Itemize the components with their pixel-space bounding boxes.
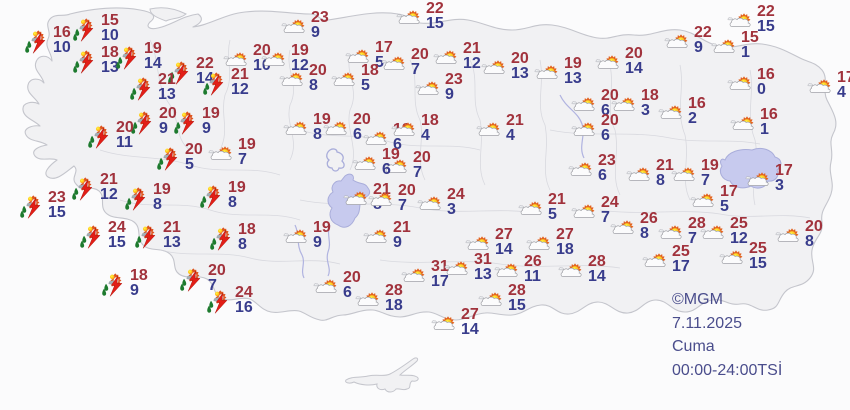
svg-text:14: 14 [588,268,606,285]
svg-text:15: 15 [108,234,126,251]
svg-text:13: 13 [511,65,529,82]
svg-text:6: 6 [598,167,607,184]
svg-text:7: 7 [398,197,407,214]
svg-text:12: 12 [291,57,309,74]
svg-text:12: 12 [231,81,249,98]
svg-text:10: 10 [101,27,119,44]
svg-text:12: 12 [100,186,118,203]
svg-text:7: 7 [413,164,422,181]
svg-text:11: 11 [116,134,133,151]
svg-text:11: 11 [524,268,541,285]
svg-text:7: 7 [601,209,610,226]
svg-text:10: 10 [53,39,71,56]
svg-text:15: 15 [48,204,66,221]
svg-text:17: 17 [431,273,449,290]
svg-text:8: 8 [238,236,247,253]
svg-text:15: 15 [508,297,526,314]
svg-text:1: 1 [760,121,769,138]
svg-text:8: 8 [656,172,665,189]
svg-text:9: 9 [130,282,139,299]
svg-text:5: 5 [548,206,557,223]
svg-text:1: 1 [741,44,750,61]
svg-text:12: 12 [730,230,748,247]
svg-text:13: 13 [564,70,582,87]
svg-text:8: 8 [309,77,318,94]
svg-text:9: 9 [445,86,454,103]
svg-text:5: 5 [185,156,194,173]
svg-text:0: 0 [757,81,766,98]
svg-text:8: 8 [313,126,322,143]
svg-text:13: 13 [101,59,119,76]
svg-text:8: 8 [228,194,237,211]
svg-text:4: 4 [837,84,846,101]
svg-text:9: 9 [694,39,703,56]
svg-text:8: 8 [640,225,649,242]
svg-text:14: 14 [144,55,162,72]
svg-text:6: 6 [353,126,362,143]
svg-text:9: 9 [159,120,168,137]
svg-text:8: 8 [805,233,814,250]
svg-text:2: 2 [688,110,697,127]
svg-text:18: 18 [385,297,403,314]
svg-text:9: 9 [393,234,402,251]
svg-text:5: 5 [720,198,729,215]
svg-text:14: 14 [495,241,513,258]
svg-text:12: 12 [463,55,481,72]
svg-text:7: 7 [238,151,247,168]
svg-text:17: 17 [672,258,690,275]
svg-text:15: 15 [426,15,444,32]
svg-text:4: 4 [421,127,430,144]
svg-text:13: 13 [158,86,176,103]
svg-text:14: 14 [625,60,643,77]
svg-text:6: 6 [343,284,352,301]
svg-text:3: 3 [447,201,456,218]
svg-text:5: 5 [361,77,370,94]
svg-text:6: 6 [382,161,391,178]
svg-text:7: 7 [411,61,420,78]
svg-text:6: 6 [601,127,610,144]
svg-text:16: 16 [235,299,253,316]
svg-text:13: 13 [163,234,181,251]
svg-text:15: 15 [757,18,775,35]
svg-text:9: 9 [311,24,320,41]
svg-text:14: 14 [461,321,479,338]
svg-text:4: 4 [506,127,515,144]
svg-text:9: 9 [202,120,211,137]
svg-text:7: 7 [701,172,710,189]
svg-text:13: 13 [474,266,492,283]
svg-text:3: 3 [641,102,650,119]
svg-text:15: 15 [749,255,767,272]
svg-text:14: 14 [196,70,214,87]
svg-text:7: 7 [208,277,217,294]
svg-text:18: 18 [556,241,574,258]
svg-text:9: 9 [313,234,322,251]
svg-text:3: 3 [775,177,784,194]
svg-text:8: 8 [153,196,162,213]
